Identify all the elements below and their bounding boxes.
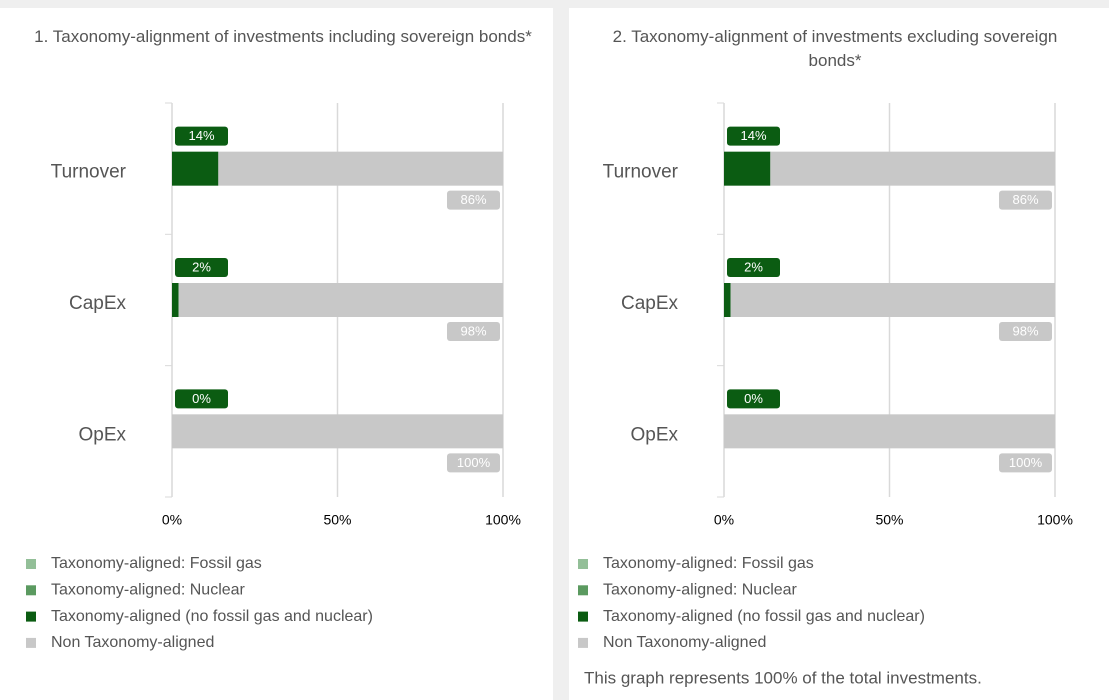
value-label: 86% (1012, 192, 1038, 207)
bar-segment (172, 414, 503, 449)
legend-swatch (578, 637, 588, 648)
title-box: 2. Taxonomy-alignment of investments exc… (612, 27, 1058, 70)
legend-swatch (578, 559, 588, 569)
value-label: 2% (744, 259, 763, 274)
category-label: Turnover (51, 162, 127, 183)
category-label: Turnover (603, 162, 679, 183)
value-label: 98% (460, 323, 486, 338)
bar-segment (724, 151, 771, 186)
value-label-box (447, 453, 500, 473)
footnote: This graph represents 100% of the total … (584, 668, 982, 687)
legend-label: Taxonomy-aligned: Fossil gas (51, 555, 262, 572)
category-label: OpEx (78, 424, 126, 445)
category-label: OpEx (630, 424, 678, 445)
x-tick-label: 0% (714, 512, 734, 528)
legend-swatch (26, 637, 36, 648)
value-label: 0% (192, 391, 211, 406)
value-label-box (999, 322, 1052, 341)
value-label-box (727, 126, 780, 146)
value-label-box (175, 389, 228, 409)
value-label-box (447, 322, 500, 341)
value-label: 86% (460, 192, 486, 207)
legend-swatch (26, 559, 36, 569)
legend-label: Non Taxonomy-aligned (603, 634, 766, 651)
x-tick-label: 50% (875, 512, 903, 528)
legend-label: Taxonomy-aligned: Nuclear (603, 582, 798, 599)
legend-swatch (578, 611, 588, 622)
value-label: 14% (740, 128, 766, 143)
value-label-box (175, 126, 228, 146)
legend-label: Non Taxonomy-aligned (51, 634, 214, 651)
x-tick-label: 100% (485, 512, 521, 528)
value-label-box (727, 258, 780, 277)
x-tick-label: 0% (162, 512, 182, 528)
legend-label: Taxonomy-aligned (no fossil gas and nucl… (51, 608, 373, 625)
bar-segment (730, 283, 1055, 317)
bar-segment (172, 151, 219, 186)
bar-segment (724, 283, 731, 317)
panel (0, 8, 553, 700)
value-label: 98% (1012, 323, 1038, 338)
value-label-box (999, 453, 1052, 473)
legend-swatch (26, 611, 36, 622)
bar-segment (724, 414, 1055, 449)
legend-label: Taxonomy-aligned: Fossil gas (603, 555, 814, 572)
bar-segment (770, 151, 1055, 186)
value-label: 14% (188, 128, 214, 143)
x-tick-label: 100% (1037, 512, 1073, 528)
value-label: 100% (457, 455, 491, 470)
chart-title: 2. Taxonomy-alignment of investments exc… (612, 27, 1058, 70)
legend-label: Taxonomy-aligned: Nuclear (51, 582, 246, 599)
bar-segment (218, 151, 503, 186)
panel (569, 8, 1109, 700)
title-box: 1. Taxonomy-alignment of investments inc… (34, 27, 532, 46)
value-label-box (175, 258, 228, 277)
legend-label: Taxonomy-aligned (no fossil gas and nucl… (603, 608, 925, 625)
value-label: 100% (1009, 455, 1043, 470)
value-label: 0% (744, 391, 763, 406)
value-label: 2% (192, 259, 211, 274)
value-label-box (727, 389, 780, 409)
chart-title: 1. Taxonomy-alignment of investments inc… (34, 27, 532, 46)
category-label: CapEx (69, 293, 127, 314)
bar-segment (172, 283, 179, 317)
value-label-box (999, 190, 1052, 210)
value-label-box (447, 190, 500, 210)
category-label: CapEx (621, 293, 679, 314)
legend-swatch (26, 585, 36, 596)
x-tick-label: 50% (323, 512, 351, 528)
bar-segment (178, 283, 503, 317)
legend-swatch (578, 585, 588, 596)
